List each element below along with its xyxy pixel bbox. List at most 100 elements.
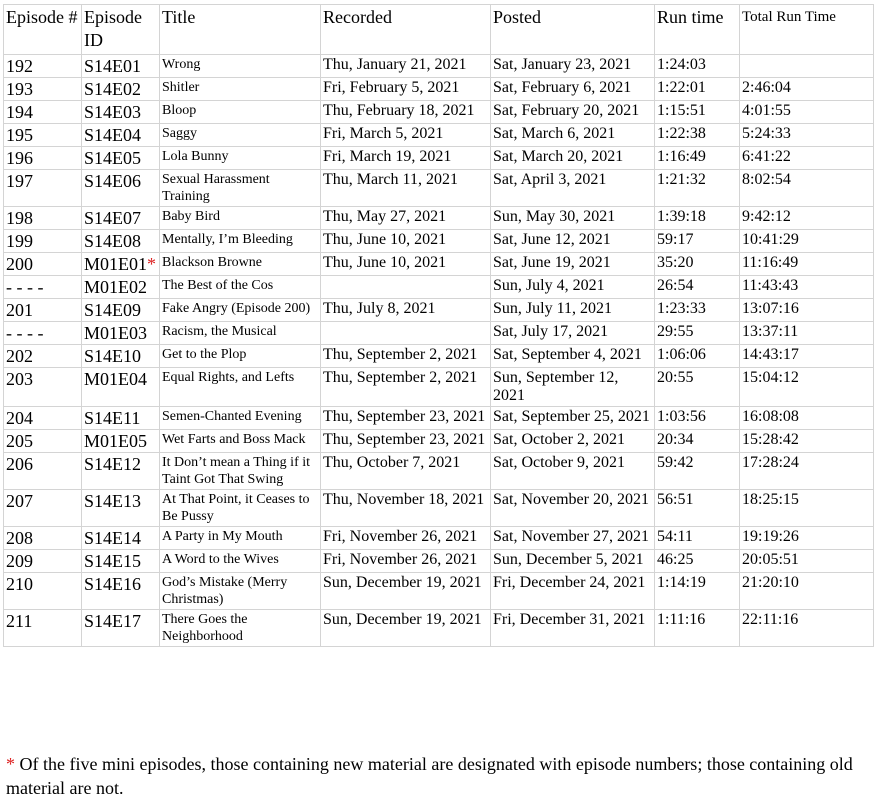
table-cell: At That Point, it Ceases to Be Pussy <box>159 489 321 527</box>
table-cell: Thu, July 8, 2021 <box>320 298 491 322</box>
table-cell: S14E14 <box>81 526 160 550</box>
table-cell: S14E08 <box>81 229 160 253</box>
table-cell: The Best of the Cos <box>159 275 321 299</box>
table-cell: Sat, March 6, 2021 <box>490 123 655 147</box>
table-cell: 197 <box>3 169 82 207</box>
table-cell: Sat, October 2, 2021 <box>490 429 655 453</box>
table-cell: 20:55 <box>654 367 740 407</box>
table-cell: 26:54 <box>654 275 740 299</box>
table-cell: 205 <box>3 429 82 453</box>
table-cell: S14E09 <box>81 298 160 322</box>
table-cell: 1:03:56 <box>654 406 740 430</box>
table-cell: 59:17 <box>654 229 740 253</box>
table-row: 192 S14E01 Wrong Thu, January 21, 2021 Sat, … <box>3 54 874 78</box>
footnote-marker: * <box>6 754 15 774</box>
episode-table: Episode # Episode ID Title Recorded Posted Ru… <box>3 4 874 647</box>
table-cell: 1:39:18 <box>654 206 740 230</box>
table-cell: 6:41:22 <box>739 146 874 170</box>
table-cell: S14E05 <box>81 146 160 170</box>
table-cell: 1:14:19 <box>654 572 740 610</box>
table-cell: Shitler <box>159 77 321 101</box>
table-cell: 1:11:16 <box>654 609 740 647</box>
table-row: 209 S14E15 A Word to the Wives Fri, Novembe… <box>3 549 874 573</box>
table-cell: S14E06 <box>81 169 160 207</box>
table-cell: Baby Bird <box>159 206 321 230</box>
table-cell <box>739 54 874 78</box>
table-cell: S14E07 <box>81 206 160 230</box>
table-cell: 19:19:26 <box>739 526 874 550</box>
table-cell: 29:55 <box>654 321 740 345</box>
table-cell: M01E02 <box>81 275 160 299</box>
table-cell: 196 <box>3 146 82 170</box>
table-body: 192 S14E01 Wrong Thu, January 21, 2021 Sat, … <box>3 54 874 647</box>
table-cell: Racism, the Musical <box>159 321 321 345</box>
table-cell: 202 <box>3 344 82 368</box>
table-row: 202 S14E10 Get to the Plop Thu, September 2… <box>3 344 874 368</box>
table-cell: S14E13 <box>81 489 160 527</box>
table-cell: Sun, December 5, 2021 <box>490 549 655 573</box>
table-cell: 9:42:12 <box>739 206 874 230</box>
table-cell: 13:07:16 <box>739 298 874 322</box>
table-cell: M01E01* <box>81 252 160 276</box>
table-cell: 11:43:43 <box>739 275 874 299</box>
table-cell: 21:20:10 <box>739 572 874 610</box>
table-cell: Sat, October 9, 2021 <box>490 452 655 490</box>
table-cell: There Goes the Neighborhood <box>159 609 321 647</box>
table-row: 200 M01E01* Blackson Browne Thu, June 10, 2… <box>3 252 874 276</box>
table-cell: 1:23:33 <box>654 298 740 322</box>
table-cell <box>320 275 491 299</box>
footnote-text: Of the five mini episodes, those contain… <box>6 754 853 798</box>
table-cell: Sat, September 25, 2021 <box>490 406 655 430</box>
table-row: 196 S14E05 Lola Bunny Fri, March 19, 2021 Sa… <box>3 146 874 170</box>
table-cell: S14E04 <box>81 123 160 147</box>
table-cell: Sun, December 19, 2021 <box>320 609 491 647</box>
table-cell: God’s Mistake (Merry Christmas) <box>159 572 321 610</box>
table-cell: 1:24:03 <box>654 54 740 78</box>
header-cell: Episode ID <box>81 4 160 55</box>
table-cell: 16:08:08 <box>739 406 874 430</box>
table-cell: 204 <box>3 406 82 430</box>
table-cell: S14E01 <box>81 54 160 78</box>
table-cell: Thu, May 27, 2021 <box>320 206 491 230</box>
table-cell: 15:28:42 <box>739 429 874 453</box>
table-cell: Saggy <box>159 123 321 147</box>
table-cell: 54:11 <box>654 526 740 550</box>
table-row: 197 S14E06 Sexual Harassment Training Thu, … <box>3 169 874 207</box>
table-cell: - - - - <box>3 321 82 345</box>
table-cell: Thu, June 10, 2021 <box>320 252 491 276</box>
table-cell: Sat, November 27, 2021 <box>490 526 655 550</box>
table-cell: Sun, May 30, 2021 <box>490 206 655 230</box>
table-cell: It Don’t mean a Thing if it Taint Got Th… <box>159 452 321 490</box>
table-row: 195 S14E04 Saggy Fri, March 5, 2021 Sat, Mar… <box>3 123 874 147</box>
table-cell: 1:22:01 <box>654 77 740 101</box>
table-cell: 35:20 <box>654 252 740 276</box>
table-cell: Sat, February 20, 2021 <box>490 100 655 124</box>
table-cell: 46:25 <box>654 549 740 573</box>
header-cell: Run time <box>654 4 740 55</box>
table-cell: 200 <box>3 252 82 276</box>
table-cell: Mentally, I’m Bleeding <box>159 229 321 253</box>
table-cell: Fri, December 24, 2021 <box>490 572 655 610</box>
table-cell: 14:43:17 <box>739 344 874 368</box>
table-cell: 194 <box>3 100 82 124</box>
table-cell: 20:34 <box>654 429 740 453</box>
table-cell: A Word to the Wives <box>159 549 321 573</box>
header-row: Episode # Episode ID Title Recorded Posted Ru… <box>3 4 874 55</box>
table-cell: 22:11:16 <box>739 609 874 647</box>
table-cell: 18:25:15 <box>739 489 874 527</box>
table-cell: S14E16 <box>81 572 160 610</box>
table-cell: Fri, November 26, 2021 <box>320 526 491 550</box>
table-cell: Thu, February 18, 2021 <box>320 100 491 124</box>
table-row: 211 S14E17 There Goes the Neighborhood Sun,… <box>3 609 874 647</box>
table-cell: Sat, February 6, 2021 <box>490 77 655 101</box>
table-cell: 195 <box>3 123 82 147</box>
table-cell: 5:24:33 <box>739 123 874 147</box>
table-cell: 1:15:51 <box>654 100 740 124</box>
table-cell: 203 <box>3 367 82 407</box>
table-cell: 1:16:49 <box>654 146 740 170</box>
table-cell: A Party in My Mouth <box>159 526 321 550</box>
table-cell: Fake Angry (Episode 200) <box>159 298 321 322</box>
table-cell: Thu, June 10, 2021 <box>320 229 491 253</box>
table-cell: Thu, September 23, 2021 <box>320 406 491 430</box>
